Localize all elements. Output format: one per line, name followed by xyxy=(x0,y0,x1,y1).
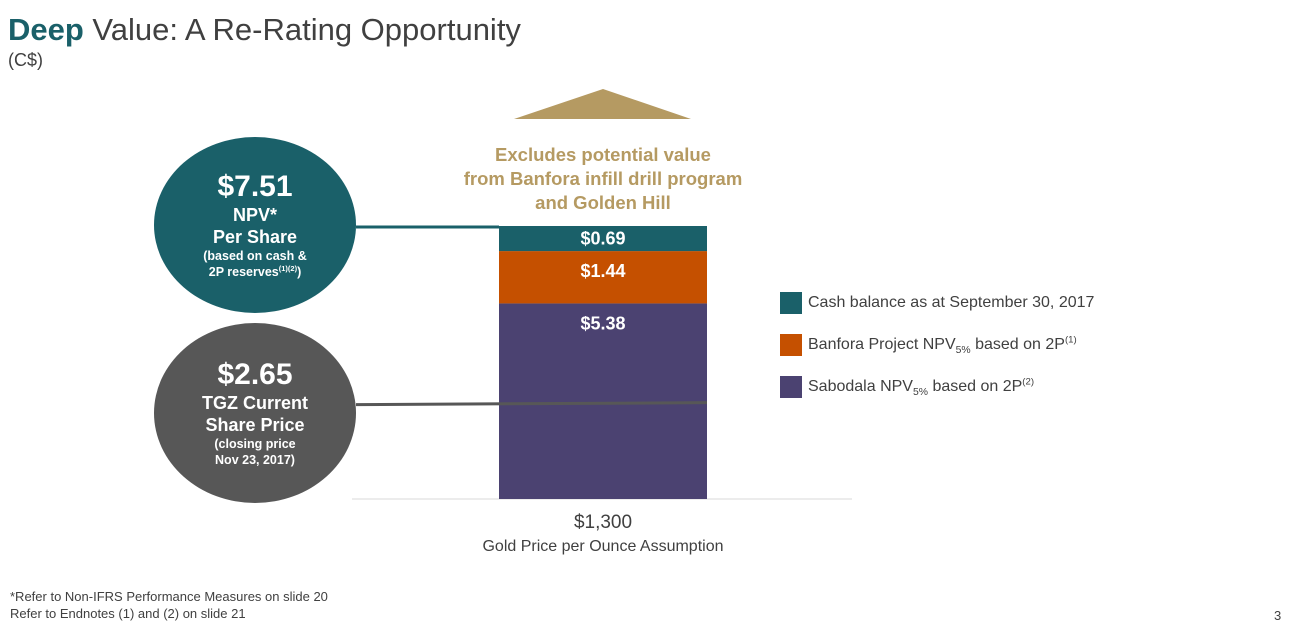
legend-item-cash: Cash balance as at September 30, 2017 xyxy=(780,282,1094,324)
legend-item-sabodala: Sabodala NPV5% based on 2P(2) xyxy=(780,366,1094,408)
legend-label-cash: Cash balance as at September 30, 2017 xyxy=(808,294,1095,311)
bar-segment-banfora xyxy=(499,251,707,304)
closing-price-note: (closing price xyxy=(214,437,296,451)
title-bold-word: Deep xyxy=(8,12,84,47)
footnotes: *Refer to Non-IFRS Performance Measures … xyxy=(10,588,328,622)
share-price-label: Share Price xyxy=(205,415,305,435)
data-label-banfora: $1.44 xyxy=(580,261,625,281)
excludes-callout: Excludes potential value from Banfora in… xyxy=(440,143,766,215)
npv-value: $7.51 xyxy=(217,170,293,203)
x-axis-label: Gold Price per Ounce Assumption xyxy=(482,538,724,555)
data-label-cash: $0.69 xyxy=(580,229,625,249)
legend-label-sabodala: Sabodala NPV5% based on 2P(2) xyxy=(808,376,1035,399)
x-tick-label: $1,300 xyxy=(573,512,633,533)
chart-legend: Cash balance as at September 30, 2017 Ba… xyxy=(780,282,1094,408)
npv-note-line2: 2P reserves(1)(2)) xyxy=(208,263,302,279)
legend-item-banfora: Banfora Project NPV5% based on 2P(1) xyxy=(780,324,1094,366)
legend-swatch-sabodala xyxy=(780,376,802,398)
footnote-non-ifrs: *Refer to Non-IFRS Performance Measures … xyxy=(10,589,328,604)
npv-note-line1: (based on cash & xyxy=(203,249,307,263)
callout-line3: and Golden Hill xyxy=(535,192,671,213)
closing-date-note: Nov 23, 2017) xyxy=(215,453,295,467)
legend-swatch-cash xyxy=(780,292,802,314)
price-connector-line xyxy=(355,401,708,407)
callout-line2: from Banfora infill drill program xyxy=(463,168,743,189)
per-share-label: Per Share xyxy=(212,227,298,247)
data-label-sabodala: $5.38 xyxy=(580,313,625,333)
bar-segment-cash xyxy=(499,226,707,252)
legend-label-banfora: Banfora Project NPV5% based on 2P(1) xyxy=(808,334,1077,357)
page-title: Deep Value: A Re-Rating Opportunity xyxy=(8,12,521,48)
tgz-current-label: TGZ Current xyxy=(202,393,308,413)
bar-segment-sabodala xyxy=(499,303,707,499)
currency-label: (C$) xyxy=(8,50,43,70)
npv-per-share-circle: $7.51 NPV* Per Share (based on cash & 2P… xyxy=(154,137,356,313)
callout-line1: Excludes potential value xyxy=(495,144,711,165)
share-price-circle: $2.65 TGZ Current Share Price (closing p… xyxy=(154,323,356,503)
title-rest: Value: A Re-Rating Opportunity xyxy=(83,12,521,47)
share-price-value: $2.65 xyxy=(217,358,293,391)
upside-triangle-icon xyxy=(514,89,691,119)
npv-label: NPV* xyxy=(232,205,277,225)
footnote-endnotes: Refer to Endnotes (1) and (2) on slide 2… xyxy=(10,606,246,621)
page-number: 3 xyxy=(1274,608,1282,623)
bar-group: $5.38 $1.44 $0.69 xyxy=(499,226,707,499)
legend-swatch-banfora xyxy=(780,334,802,356)
